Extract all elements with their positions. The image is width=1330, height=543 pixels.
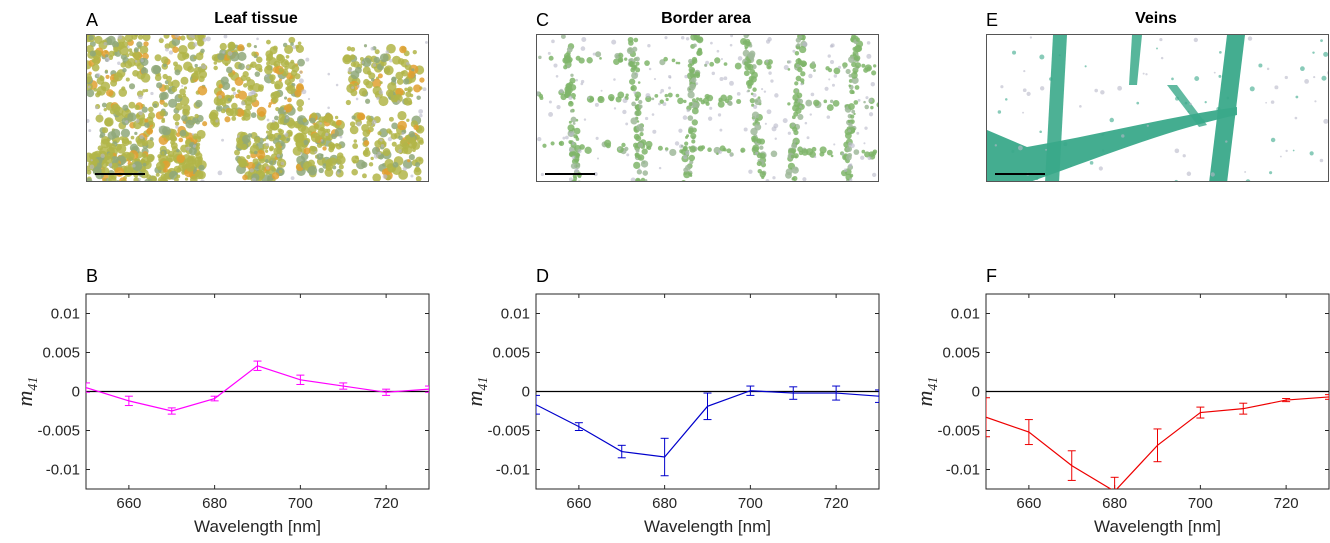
image-texture	[987, 35, 1328, 181]
y-tick-label: -0.01	[496, 462, 530, 479]
border-area-image	[536, 34, 879, 182]
error-bar	[660, 437, 669, 477]
y-tick-label: 0.005	[42, 345, 80, 362]
image-texture	[87, 35, 428, 181]
series	[86, 360, 429, 415]
panel-letter-b: B	[86, 266, 99, 286]
error-bar	[832, 385, 841, 401]
error-bar	[296, 374, 305, 385]
error-bar	[1196, 406, 1205, 419]
y-tick-label: -0.01	[946, 462, 980, 479]
chart-f: 660 680 700 720 0.01 0.005 0 -0.005 -0.01 Wavelen…	[912, 293, 1330, 536]
y-axis-label: m41	[462, 377, 491, 407]
image-texture	[537, 35, 878, 181]
x-tick-label: 700	[1188, 495, 1213, 512]
error-bar	[1110, 476, 1119, 489]
error-bar	[789, 386, 798, 400]
x-tick-label: 660	[566, 495, 591, 512]
x-axis-label: Wavelength [nm]	[644, 517, 771, 536]
y-tick-label: 0.005	[942, 345, 980, 362]
x-tick-label: 680	[1102, 495, 1127, 512]
x-tick-label: 680	[202, 495, 227, 512]
x-axis-label: Wavelength [nm]	[1094, 517, 1221, 536]
x-axis-label: Wavelength [nm]	[194, 517, 321, 536]
y-tick-label: 0	[972, 384, 980, 401]
x-tick-label: 720	[824, 495, 849, 512]
series-line	[86, 365, 429, 412]
error-bar	[339, 382, 348, 390]
error-bar	[1024, 419, 1033, 446]
chart-b: 660 680 700 720 0.01 0.005 0 -0.005 -0.01 Wavelen…	[12, 293, 430, 536]
error-bar	[574, 422, 583, 431]
error-bar	[425, 385, 429, 393]
panel-letter-e: E	[986, 10, 999, 30]
error-bar	[253, 360, 262, 371]
y-tick-label: -0.005	[937, 423, 980, 440]
x-tick-label: 700	[738, 495, 763, 512]
error-bar	[167, 407, 176, 415]
error-bar	[86, 382, 90, 393]
error-bar	[746, 385, 755, 396]
error-bar	[1325, 394, 1329, 400]
error-bar	[1067, 450, 1076, 481]
error-bar	[617, 444, 626, 459]
y-tick-label: -0.005	[37, 423, 80, 440]
x-tick-label: 660	[116, 495, 141, 512]
error-bar	[536, 394, 540, 415]
x-tick-label: 680	[652, 495, 677, 512]
y-axis-label: m41	[12, 377, 41, 407]
x-tick-label: 720	[374, 495, 399, 512]
error-bar	[1239, 402, 1248, 415]
y-tick-label: 0.005	[492, 345, 530, 362]
y-tick-label: 0.01	[501, 306, 530, 323]
x-tick-label: 720	[1274, 495, 1299, 512]
panel-title-border-area: Border area	[661, 10, 751, 27]
y-tick-label: 0.01	[51, 306, 80, 323]
error-bar	[210, 395, 219, 402]
y-tick-label: 0.01	[951, 306, 980, 323]
y-tick-label: 0	[522, 384, 530, 401]
panel-title-leaf-tissue: Leaf tissue	[214, 10, 298, 27]
y-tick-label: -0.01	[46, 462, 80, 479]
veins-image	[986, 34, 1329, 182]
panel-letter-f: F	[986, 266, 997, 286]
leaf-tissue-image	[86, 34, 429, 182]
error-bar	[1282, 398, 1291, 403]
y-tick-label: 0	[72, 384, 80, 401]
x-tick-label: 700	[288, 495, 313, 512]
panel-letter-a: A	[86, 10, 99, 30]
y-axis-label: m41	[912, 377, 941, 407]
panel-letter-d: D	[536, 266, 549, 286]
x-tick-label: 660	[1016, 495, 1041, 512]
chart-d: 660 680 700 720 0.01 0.005 0 -0.005 -0.01 Wavelen…	[462, 293, 880, 536]
y-tick-label: -0.005	[487, 423, 530, 440]
panel-title-veins: Veins	[1135, 10, 1177, 27]
error-bar	[875, 389, 879, 403]
error-bar	[703, 392, 712, 421]
scale-bar	[95, 173, 145, 175]
error-bar	[124, 395, 133, 407]
scale-bar	[995, 173, 1045, 175]
error-bar	[1153, 428, 1162, 463]
error-bar	[382, 388, 391, 396]
series	[986, 394, 1329, 489]
panel-letter-c: C	[536, 10, 549, 30]
error-bar	[986, 397, 990, 438]
series	[536, 385, 879, 477]
scale-bar	[545, 173, 595, 175]
